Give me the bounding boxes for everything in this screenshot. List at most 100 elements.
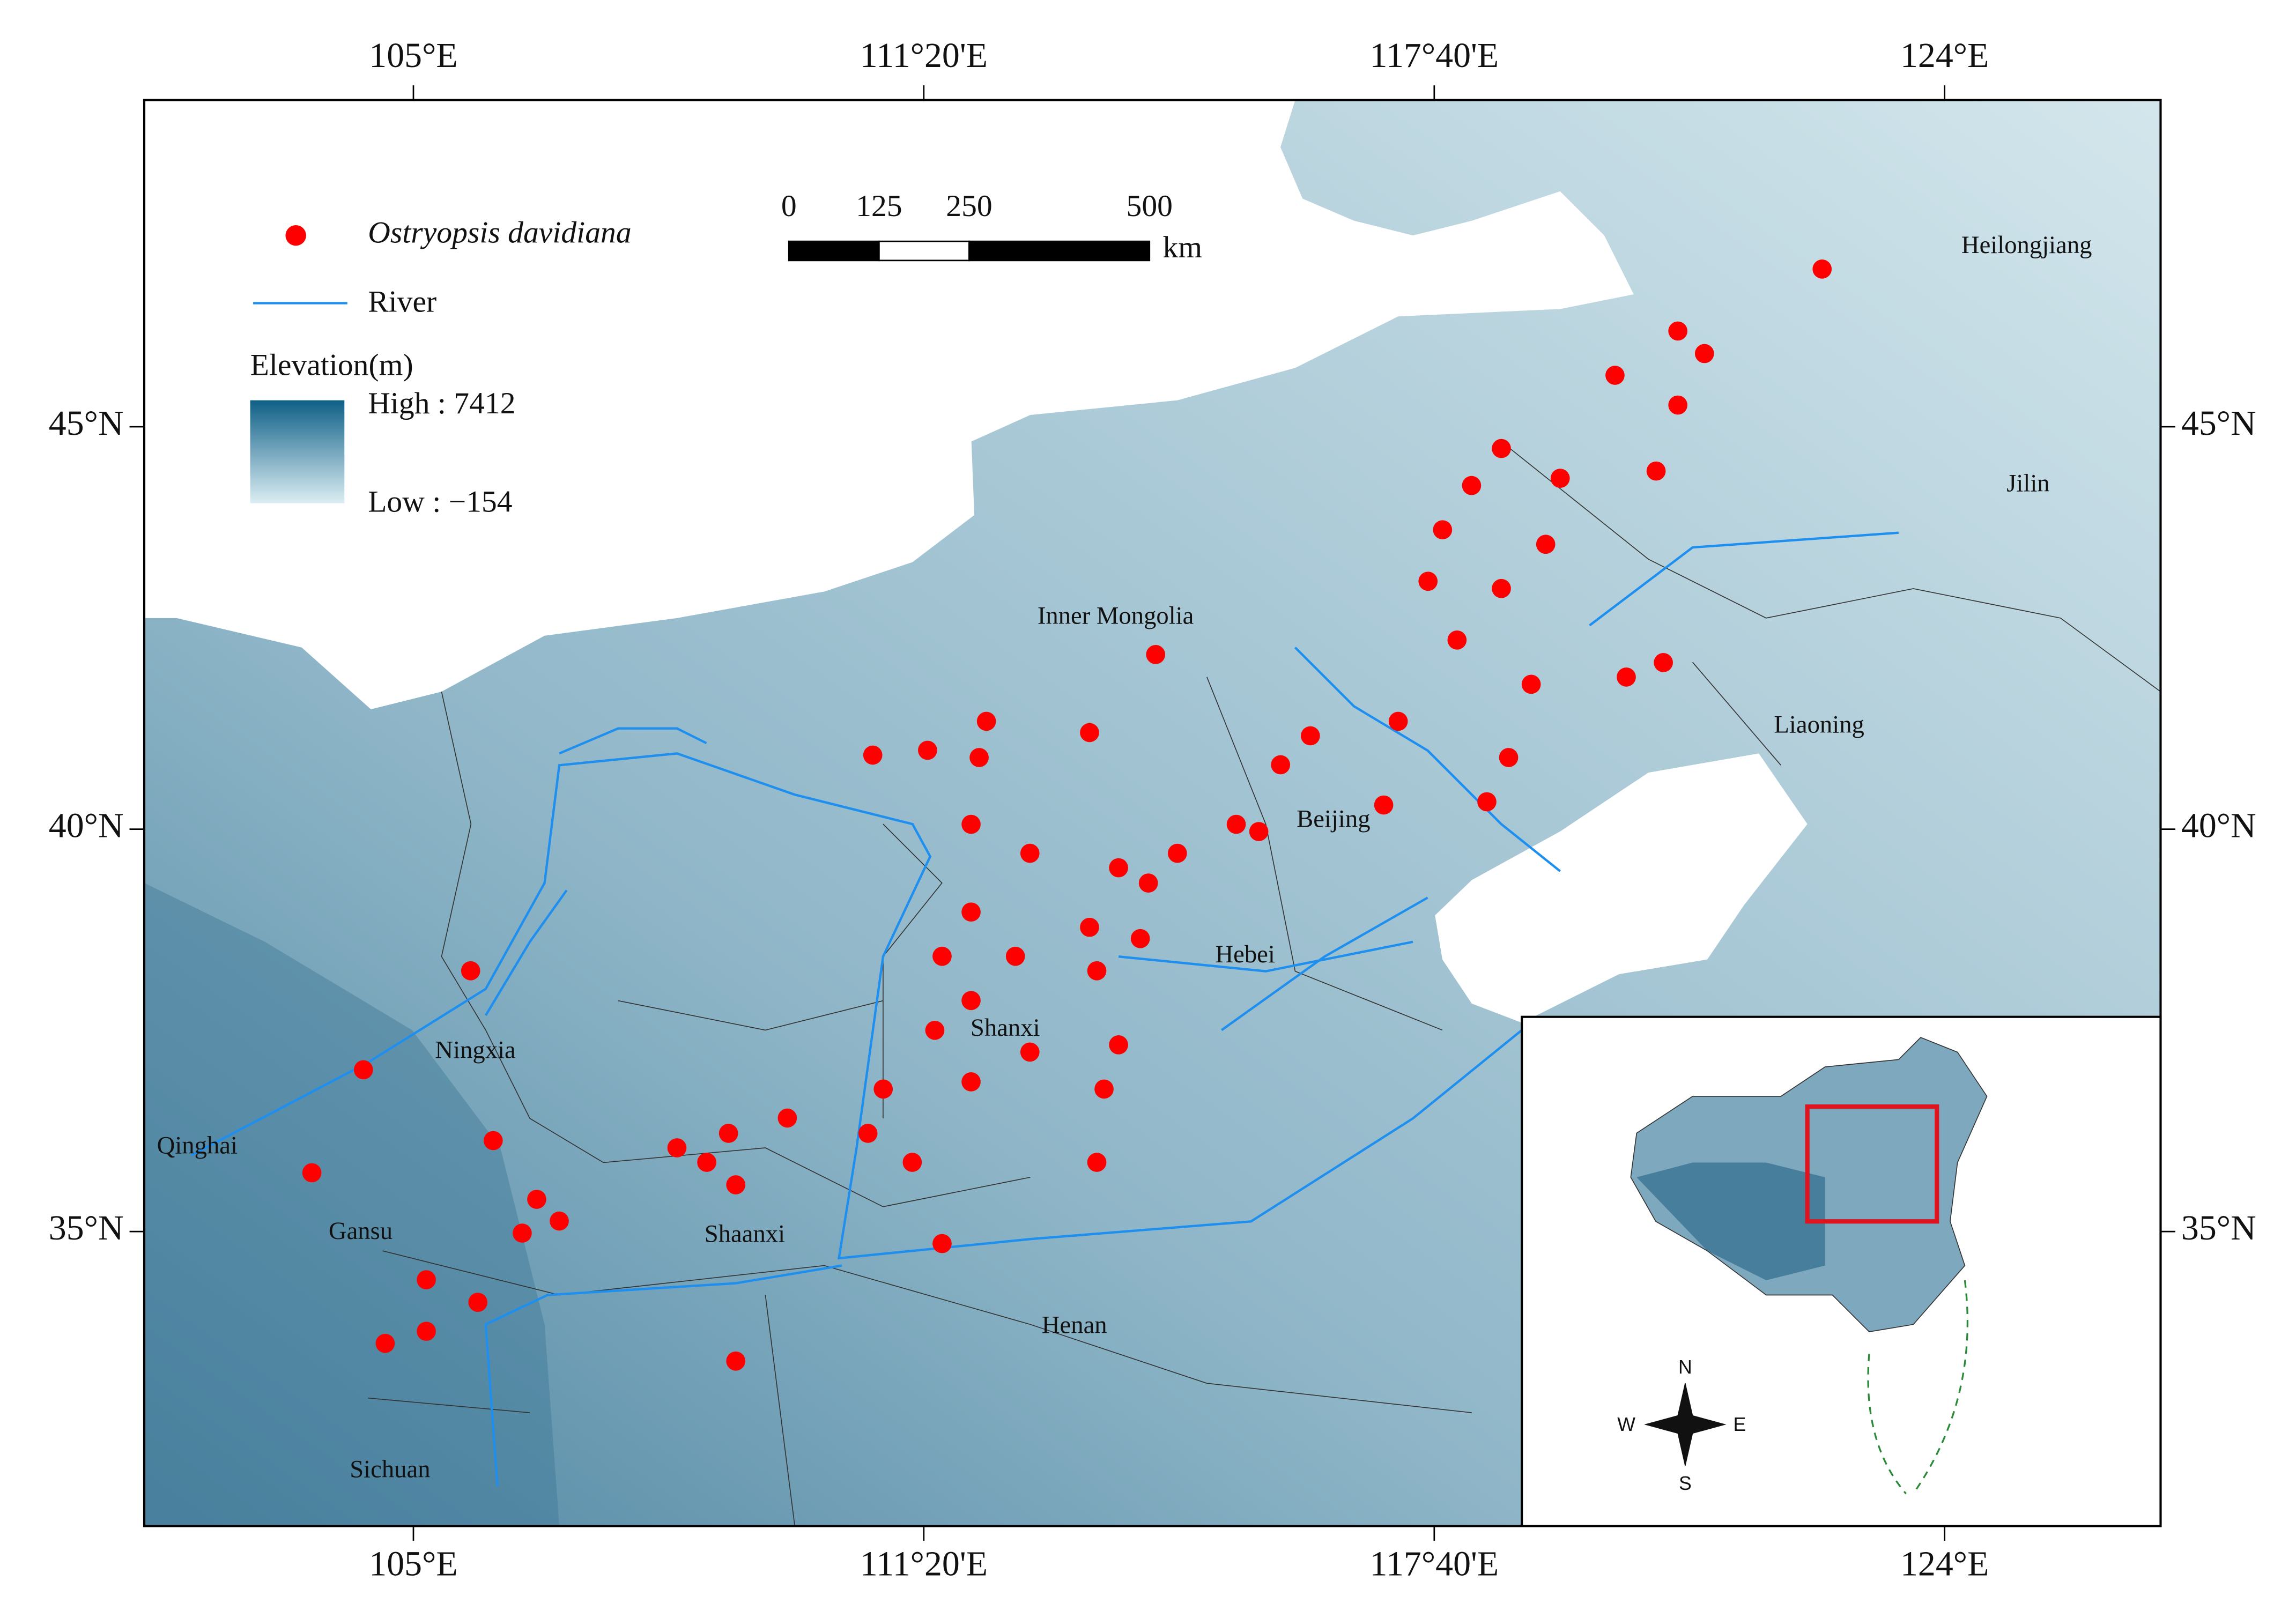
legend-species: Ostryopsis davidiana xyxy=(368,216,631,249)
occurrence-point xyxy=(1374,795,1394,815)
occurrence-point xyxy=(858,1124,878,1143)
y-tick-label: 35°N xyxy=(2181,1208,2256,1248)
occurrence-point xyxy=(1550,469,1570,488)
occurrence-point xyxy=(513,1223,532,1243)
occurrence-point xyxy=(417,1322,436,1341)
province-label: Ningxia xyxy=(435,1036,516,1064)
occurrence-point xyxy=(550,1211,569,1231)
province-label: Sichuan xyxy=(350,1456,430,1483)
province-label: Henan xyxy=(1042,1311,1107,1339)
occurrence-point xyxy=(1094,1079,1114,1099)
inset-map: N S W E xyxy=(1521,1015,2162,1527)
occurrence-point xyxy=(468,1293,488,1312)
occurrence-point xyxy=(726,1175,746,1194)
occurrence-point xyxy=(375,1333,395,1353)
x-tick-label: 105°E xyxy=(369,1544,457,1583)
occurrence-point xyxy=(1654,653,1673,672)
occurrence-point xyxy=(302,1163,322,1183)
occurrence-point xyxy=(1226,814,1246,834)
scale-label: 0 xyxy=(781,189,797,223)
river xyxy=(484,1264,842,1487)
occurrence-point xyxy=(1020,1042,1040,1062)
legend-elevation-ramp xyxy=(250,400,345,503)
legend: Ostryopsis davidiana River Elevation(m) … xyxy=(250,216,632,519)
y-tick-label: 45°N xyxy=(49,404,124,443)
occurrence-point xyxy=(777,1108,797,1128)
occurrence-point xyxy=(902,1153,922,1172)
province-label: Beijing xyxy=(1297,805,1370,833)
legend-symbol xyxy=(285,225,306,246)
occurrence-point xyxy=(1646,461,1666,481)
province-label: Shaanxi xyxy=(705,1220,785,1248)
scale-segment xyxy=(788,240,880,262)
occurrence-point xyxy=(1536,535,1556,554)
compass-e: E xyxy=(1734,1414,1746,1435)
province-label: Liaoning xyxy=(1774,711,1864,739)
y-tick-label: 40°N xyxy=(49,806,124,845)
occurrence-point xyxy=(417,1270,436,1289)
occurrence-point xyxy=(353,1060,373,1080)
occurrence-point xyxy=(1694,344,1714,363)
high-terrain xyxy=(144,882,560,1526)
mongolia-area xyxy=(144,100,1634,710)
province-label: Jilin xyxy=(2006,470,2049,498)
province-label: Heilongjiang xyxy=(1961,231,2092,259)
occurrence-point xyxy=(1605,366,1625,385)
occurrence-point xyxy=(1447,630,1467,650)
compass-rose xyxy=(1644,1383,1727,1466)
compass-s: S xyxy=(1679,1473,1692,1494)
occurrence-point xyxy=(1138,873,1158,893)
occurrence-point xyxy=(667,1138,687,1157)
legend-low: Low : −154 xyxy=(368,485,512,519)
y-tick-label: 35°N xyxy=(49,1208,124,1248)
occurrence-point xyxy=(527,1190,546,1209)
scale-label: 250 xyxy=(946,189,992,223)
scale-segment xyxy=(968,240,1151,262)
occurrence-point xyxy=(1617,667,1636,687)
scale-segment xyxy=(878,240,970,262)
occurrence-point xyxy=(918,740,937,760)
occurrence-point xyxy=(483,1131,503,1151)
inset-dashed-line xyxy=(1867,1280,1969,1495)
compass-n: N xyxy=(1678,1356,1692,1378)
occurrence-point xyxy=(1109,858,1128,878)
occurrence-point xyxy=(1433,520,1453,540)
occurrence-point xyxy=(719,1124,738,1143)
province-labels: Heilongjiang Jilin Liaoning Inner Mongol… xyxy=(157,231,2092,1483)
legend-high: High : 7412 xyxy=(368,387,515,420)
occurrence-point xyxy=(1499,748,1519,767)
legend-elevation-title: Elevation(m) xyxy=(250,348,413,382)
y-tick-label: 40°N xyxy=(2181,806,2256,845)
occurrence-point xyxy=(961,991,981,1011)
occurrence-point xyxy=(1418,572,1438,591)
occurrence-point xyxy=(1812,259,1832,279)
occurrence-point xyxy=(1668,321,1688,341)
basemap xyxy=(144,100,2161,1526)
x-tick-label: 111°20'E xyxy=(860,36,988,75)
occurrence-point xyxy=(863,745,883,765)
x-tick-label: 111°20'E xyxy=(860,1544,988,1583)
province-boundaries xyxy=(368,441,2161,1526)
province-label: Shanxi xyxy=(971,1014,1040,1042)
occurrence-point xyxy=(925,1020,945,1040)
occurrence-point xyxy=(873,1079,893,1099)
scale-label: 500 xyxy=(1127,189,1173,223)
compass-w: W xyxy=(1617,1414,1635,1435)
river xyxy=(1118,531,1899,1031)
occurrence-point xyxy=(1080,723,1099,743)
occurrence-point xyxy=(1087,1153,1107,1172)
occurrence-point xyxy=(932,946,952,966)
province-label: Inner Mongolia xyxy=(1038,602,1194,630)
province-label: Hebei xyxy=(1215,940,1275,968)
x-tick-label: 105°E xyxy=(369,36,457,75)
graticule-labels: 105°E 105°E 111°20'E 111°20'E 117°40'E 117°40… xyxy=(49,36,2256,1584)
occurrence-point xyxy=(932,1234,952,1253)
river xyxy=(484,727,707,1016)
occurrence-point xyxy=(697,1153,716,1172)
occurrence-point xyxy=(1300,726,1320,746)
occurrence-point xyxy=(961,902,981,922)
occurrence-point xyxy=(976,711,996,731)
province-label: Qinghai xyxy=(157,1132,238,1160)
occurrence-points xyxy=(302,259,1832,1371)
